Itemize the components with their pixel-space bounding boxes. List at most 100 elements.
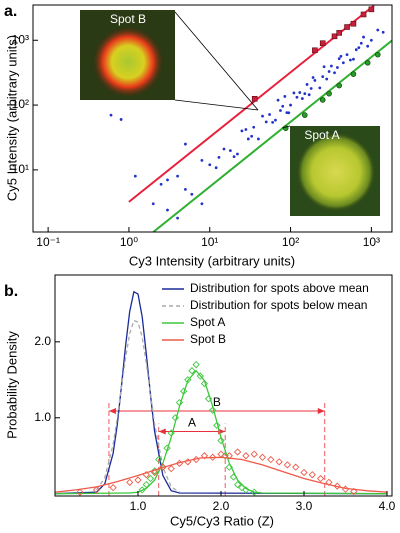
- point: [281, 104, 285, 108]
- arrow-head: [158, 428, 166, 435]
- point: [336, 66, 339, 69]
- point: [339, 54, 343, 58]
- point: [167, 465, 175, 473]
- point: [166, 208, 169, 212]
- x-tick-label: 10⁻¹: [36, 235, 60, 249]
- point: [279, 109, 282, 112]
- point: [350, 487, 358, 496]
- point: [307, 93, 311, 97]
- point: [271, 121, 275, 124]
- point: [258, 453, 267, 461]
- series-line: [55, 369, 388, 495]
- point: [318, 86, 322, 90]
- point: [250, 134, 254, 138]
- point: [133, 174, 137, 178]
- y-axis-label: Cy5 Intensity (arbitrary units): [4, 35, 19, 201]
- point: [319, 40, 326, 47]
- y-axis-label: Probability Density: [4, 331, 19, 439]
- point: [92, 486, 101, 494]
- plot-frame: [32, 4, 393, 233]
- point: [359, 41, 363, 45]
- point: [134, 476, 142, 484]
- y-tick-label: 10¹: [12, 162, 29, 176]
- x-axis-label: Cy5/Cy3 Ratio (Z): [170, 513, 274, 528]
- point: [309, 87, 313, 90]
- point: [268, 113, 271, 116]
- point: [126, 478, 134, 486]
- point: [76, 488, 84, 496]
- connector: [174, 99, 259, 111]
- point: [283, 461, 292, 469]
- point: [208, 163, 212, 167]
- point: [176, 216, 179, 220]
- point: [155, 455, 163, 464]
- inset-image: Spot B: [80, 10, 175, 100]
- point: [222, 147, 226, 151]
- point: [236, 152, 239, 156]
- point: [345, 53, 349, 57]
- spot: [296, 132, 376, 212]
- plot-area: BA: [55, 290, 388, 496]
- point: [350, 20, 357, 27]
- point: [244, 128, 248, 131]
- arrow-head: [108, 407, 116, 414]
- point: [313, 79, 317, 82]
- point: [176, 174, 179, 178]
- x-tick-label: 10³: [363, 235, 380, 249]
- point: [217, 436, 225, 445]
- series-line: [95, 319, 180, 493]
- x-tick-label: 3.0: [296, 499, 313, 513]
- point: [321, 75, 325, 78]
- point: [256, 137, 260, 141]
- point: [289, 103, 292, 107]
- point: [267, 455, 275, 464]
- connector: [174, 11, 259, 111]
- point: [190, 192, 194, 196]
- point: [301, 112, 308, 118]
- point: [184, 187, 187, 191]
- point: [200, 452, 209, 460]
- point: [327, 70, 331, 73]
- panel-label: a.: [4, 3, 17, 20]
- point: [336, 30, 343, 36]
- y-tick-label: 10²: [12, 97, 29, 111]
- label-background: [184, 416, 199, 430]
- point: [119, 118, 123, 121]
- point: [214, 166, 218, 170]
- y-tick-label: 10³: [12, 32, 29, 46]
- point: [362, 35, 365, 39]
- point: [200, 202, 204, 206]
- interval-label: B: [213, 395, 221, 409]
- point: [228, 149, 232, 153]
- point: [316, 474, 325, 483]
- plot-frame: [54, 274, 393, 497]
- point: [200, 379, 209, 388]
- point: [251, 95, 258, 102]
- point: [196, 372, 204, 380]
- series-line: [55, 290, 388, 495]
- point: [292, 91, 296, 95]
- point: [217, 155, 221, 159]
- point: [213, 421, 221, 430]
- point: [246, 137, 250, 141]
- x-tick-label: 10²: [282, 235, 299, 249]
- point: [184, 142, 187, 146]
- point: [312, 47, 318, 54]
- point: [329, 64, 333, 68]
- legend-label: Distribution for spots above mean: [190, 281, 369, 295]
- point: [159, 463, 167, 471]
- point: [264, 120, 268, 124]
- series-line: [55, 456, 388, 493]
- point: [333, 71, 336, 75]
- point: [242, 452, 250, 460]
- point: [300, 97, 304, 100]
- point: [333, 482, 341, 490]
- point: [192, 360, 200, 369]
- point: [109, 113, 113, 117]
- point: [350, 71, 357, 77]
- point: [319, 97, 326, 103]
- x-axis-label: Cy3 Intensity (arbitrary units): [129, 253, 295, 268]
- point: [354, 48, 358, 52]
- point: [305, 83, 309, 86]
- plot-area: [109, 5, 392, 232]
